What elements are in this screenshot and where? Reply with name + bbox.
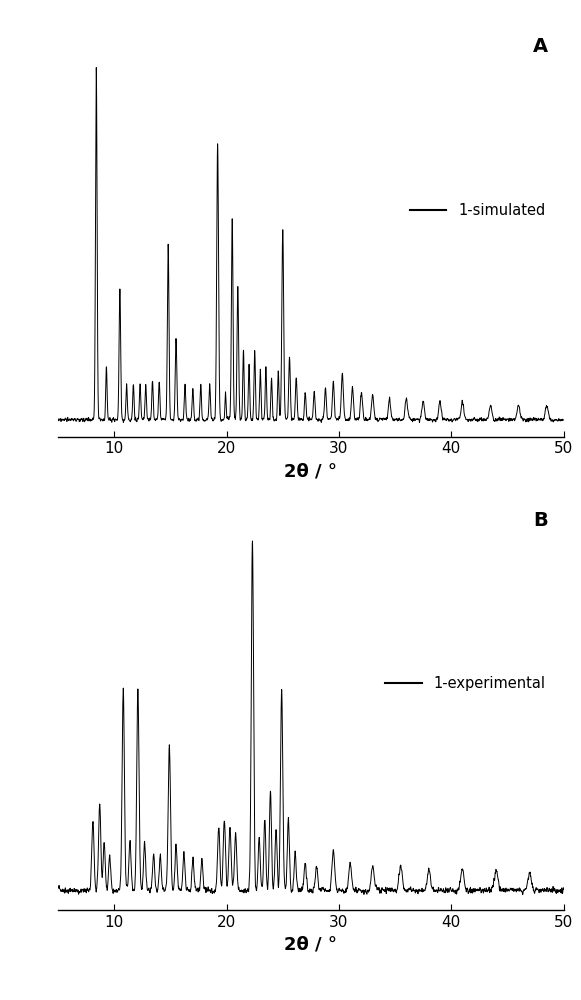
Legend: 1-simulated: 1-simulated [404,197,551,224]
Legend: 1-experimental: 1-experimental [379,670,551,697]
X-axis label: 2θ / °: 2θ / ° [284,462,338,480]
Text: B: B [534,511,548,530]
Text: A: A [533,37,548,56]
X-axis label: 2θ / °: 2θ / ° [284,935,338,953]
